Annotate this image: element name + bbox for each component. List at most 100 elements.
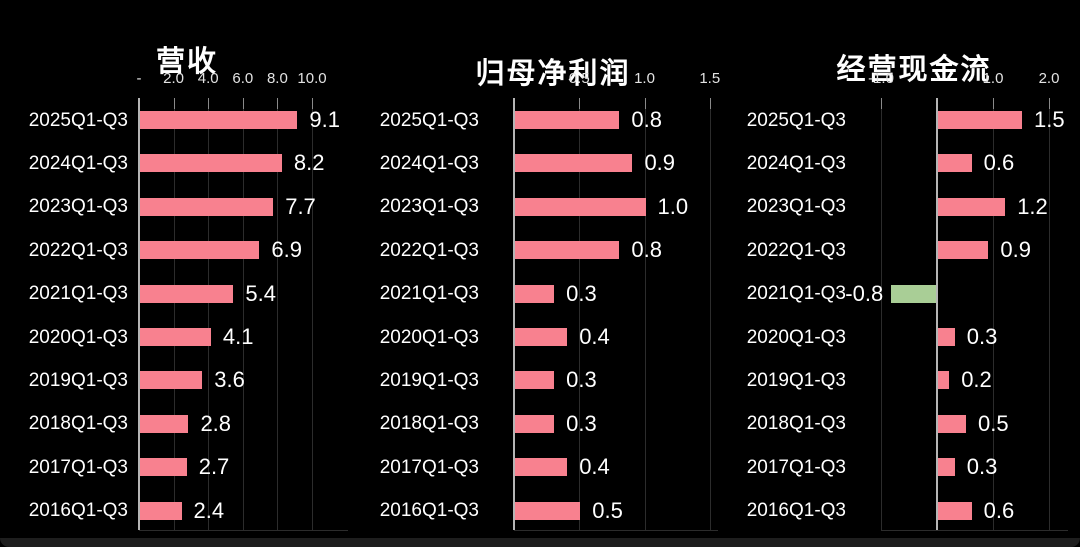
- bar: [140, 414, 189, 433]
- category-label: 2023Q1-Q3: [379, 196, 479, 218]
- axis-tick: [1049, 98, 1050, 109]
- axis-baseline: [881, 530, 1068, 531]
- bar: [515, 284, 555, 303]
- value-label: 9.1: [309, 107, 341, 132]
- bar: [938, 197, 1006, 216]
- axis-tick: [208, 98, 210, 109]
- value-label: 0.9: [644, 150, 676, 176]
- gridline: [993, 98, 994, 530]
- axis-tick: [993, 98, 994, 109]
- category-label: 2018Q1-Q3: [28, 413, 128, 435]
- category-label: 2022Q1-Q3: [746, 239, 846, 261]
- bar: [938, 328, 955, 346]
- category-label: 2021Q1-Q3: [746, 283, 846, 305]
- bar: [938, 154, 972, 173]
- value-label: 0.3: [566, 410, 597, 436]
- axis-tick: [579, 98, 581, 109]
- category-label: 2019Q1-Q3: [746, 369, 846, 391]
- category-label: 2025Q1-Q3: [746, 109, 846, 131]
- category-label: 2016Q1-Q3: [28, 500, 128, 522]
- bar: [938, 111, 1022, 129]
- bar: [938, 501, 972, 520]
- chart-title: 营收: [155, 46, 219, 79]
- axis-tick-label: 8.0: [266, 70, 288, 87]
- category-label: 2017Q1-Q3: [28, 456, 128, 478]
- axis-tick-label: -1.0: [868, 70, 894, 87]
- bar: [140, 371, 203, 390]
- value-label: 0.5: [978, 410, 1009, 436]
- category-label: 2023Q1-Q3: [28, 196, 128, 218]
- window-bottom-edge: [0, 538, 1080, 547]
- bar: [515, 458, 568, 477]
- bar: [938, 241, 989, 260]
- value-label: 0.6: [983, 150, 1015, 176]
- category-label: 2016Q1-Q3: [379, 500, 479, 522]
- value-label: 7.7: [285, 193, 316, 219]
- gridline: [709, 98, 711, 530]
- value-label: 0.5: [592, 497, 623, 523]
- chart-net-profit: 归母净利润 - 0.5 1.0 1.5 2025Q1-Q3 0.8 2024Q1-Q3 0.9…: [360, 0, 730, 547]
- bar: [515, 111, 620, 129]
- value-label: -0.8: [845, 280, 884, 306]
- value-label: 3.6: [214, 367, 245, 393]
- value-label: 1.2: [1017, 193, 1048, 219]
- category-label: 2020Q1-Q3: [746, 326, 846, 348]
- gridline: [644, 98, 646, 530]
- bar: [140, 241, 260, 260]
- axis-tick-label: 2.0: [1038, 70, 1060, 87]
- bar: [515, 241, 620, 260]
- bar: [140, 197, 274, 216]
- bar: [938, 371, 950, 390]
- bar: [515, 371, 555, 390]
- axis-tick-label: 1.0: [634, 70, 655, 87]
- value-label: 1.5: [1034, 107, 1065, 132]
- value-label: 4.1: [222, 324, 254, 349]
- bar: [515, 154, 633, 173]
- value-label: 8.2: [293, 150, 325, 176]
- category-label: 2020Q1-Q3: [379, 326, 479, 348]
- category-label: 2021Q1-Q3: [379, 283, 479, 305]
- value-label: 2.7: [198, 454, 230, 480]
- gridline: [312, 98, 313, 530]
- bar: [515, 501, 581, 520]
- value-label: 0.4: [579, 324, 610, 349]
- axis-tick-label: -: [511, 70, 517, 87]
- category-label: 2024Q1-Q3: [746, 152, 846, 174]
- value-label: 2.8: [200, 410, 232, 436]
- gridline: [579, 98, 581, 530]
- category-label: 2021Q1-Q3: [28, 283, 128, 305]
- bar: [140, 501, 182, 520]
- gridline: [208, 98, 210, 530]
- axis-baseline: [139, 530, 348, 531]
- value-label: 1.0: [657, 193, 689, 219]
- value-label: 0.8: [631, 107, 662, 132]
- value-label: 0.9: [1000, 237, 1031, 263]
- value-label: 0.3: [566, 367, 597, 393]
- chart-revenue: 营收 - 2.0 4.0 6.0 8.0 10.0 2025Q1-Q3 9.1 2024Q1-Q…: [0, 0, 360, 547]
- category-label: 2016Q1-Q3: [746, 500, 846, 522]
- bar: [140, 284, 234, 303]
- category-label: 2019Q1-Q3: [28, 369, 128, 391]
- axis-tick-label: 1.0: [982, 70, 1004, 87]
- category-label: 2022Q1-Q3: [379, 239, 479, 261]
- category-label: 2020Q1-Q3: [28, 326, 128, 348]
- bar: [515, 328, 568, 346]
- category-label: 2024Q1-Q3: [379, 152, 479, 174]
- category-label: 2022Q1-Q3: [28, 239, 128, 261]
- value-label: 0.3: [566, 280, 597, 306]
- bar: [140, 154, 282, 173]
- value-label: 5.4: [245, 280, 276, 306]
- chart-title: 归母净利润: [475, 58, 631, 91]
- axis-tick-label: -: [934, 70, 940, 87]
- axis-tick: [242, 98, 244, 109]
- chart-title: 经营现金流: [836, 54, 992, 87]
- axis-tick-label: 10.0: [297, 70, 327, 87]
- bar: [515, 197, 646, 216]
- gridline: [242, 98, 244, 530]
- axis-tick-label: 2.0: [163, 70, 185, 87]
- axis-tick: [173, 98, 175, 109]
- category-label: 2019Q1-Q3: [379, 369, 479, 391]
- value-label: 0.3: [966, 454, 998, 480]
- category-label: 2018Q1-Q3: [379, 413, 479, 435]
